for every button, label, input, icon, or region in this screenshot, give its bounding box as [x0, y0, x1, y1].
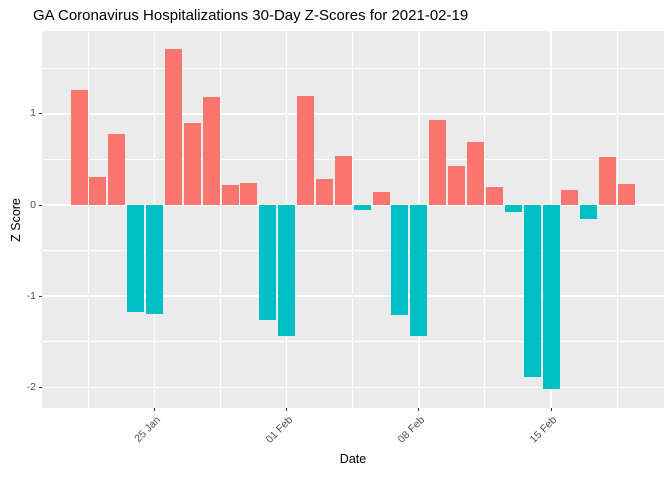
- bar-2021-01-26: [164, 49, 182, 205]
- y-tick: [39, 204, 42, 206]
- bar-2021-02-11: [466, 142, 484, 205]
- plot-panel: [42, 31, 664, 408]
- bar-2021-01-23: [108, 133, 126, 205]
- y-tick: [39, 386, 42, 388]
- bar-2021-02-13: [504, 205, 522, 213]
- gridline-major-horizontal: [42, 295, 664, 297]
- bar-2021-02-01: [278, 205, 296, 337]
- y-tick-label: -1: [26, 289, 36, 302]
- x-tick: [550, 408, 552, 411]
- x-tick-label: 01 Feb: [263, 414, 296, 446]
- gridline-major-horizontal: [42, 204, 664, 206]
- bar-2021-02-10: [448, 165, 466, 205]
- y-tick-label: 1: [30, 107, 36, 120]
- gridline-major-horizontal: [42, 386, 664, 389]
- bar-2021-02-03: [315, 178, 333, 205]
- chart-title: GA Coronavirus Hospitalizations 30-Day Z…: [33, 7, 469, 24]
- bar-2021-02-12: [485, 186, 503, 205]
- x-tick: [418, 408, 420, 411]
- bar-2021-02-19: [618, 184, 636, 205]
- bar-2021-01-27: [183, 122, 201, 205]
- y-tick-label: -2: [26, 380, 36, 393]
- gridline-minor-vertical: [220, 31, 222, 408]
- bar-2021-02-04: [334, 155, 352, 205]
- bar-2021-02-02: [297, 96, 315, 205]
- bar-2021-01-31: [259, 205, 277, 320]
- bar-2021-02-09: [429, 120, 447, 205]
- x-axis-title: Date: [339, 452, 367, 466]
- gridline-minor-vertical: [484, 31, 486, 408]
- y-tick: [39, 113, 42, 115]
- bar-2021-01-22: [89, 176, 107, 205]
- x-tick: [154, 408, 156, 411]
- bar-2021-01-24: [127, 205, 145, 312]
- x-tick-label: 08 Feb: [395, 414, 428, 446]
- x-tick-label: 25 Jan: [132, 414, 164, 445]
- bar-2021-02-06: [372, 192, 390, 205]
- y-tick-label: 0: [30, 198, 36, 211]
- bar-2021-01-29: [221, 184, 239, 205]
- gridline-major-horizontal: [42, 113, 664, 115]
- x-tick: [286, 408, 288, 411]
- gridline-minor-vertical: [352, 31, 354, 408]
- gridline-minor-vertical: [87, 31, 89, 408]
- bar-2021-01-30: [240, 183, 258, 205]
- bar-2021-02-05: [353, 205, 371, 210]
- y-tick: [39, 295, 42, 297]
- bar-2021-02-08: [410, 205, 428, 337]
- bar-2021-02-18: [599, 156, 617, 205]
- bar-2021-02-07: [391, 205, 409, 316]
- gridline-minor-vertical: [616, 31, 618, 408]
- bar-2021-02-14: [523, 205, 541, 378]
- bar-2021-01-21: [70, 90, 88, 205]
- bar-2021-02-15: [542, 205, 560, 390]
- bar-2021-01-28: [202, 97, 220, 205]
- bar-2021-02-16: [561, 190, 579, 205]
- bar-2021-02-17: [580, 205, 598, 219]
- x-tick-label: 15 Feb: [527, 414, 560, 446]
- y-axis-title: Z Score: [9, 198, 23, 242]
- bar-2021-01-25: [146, 205, 164, 314]
